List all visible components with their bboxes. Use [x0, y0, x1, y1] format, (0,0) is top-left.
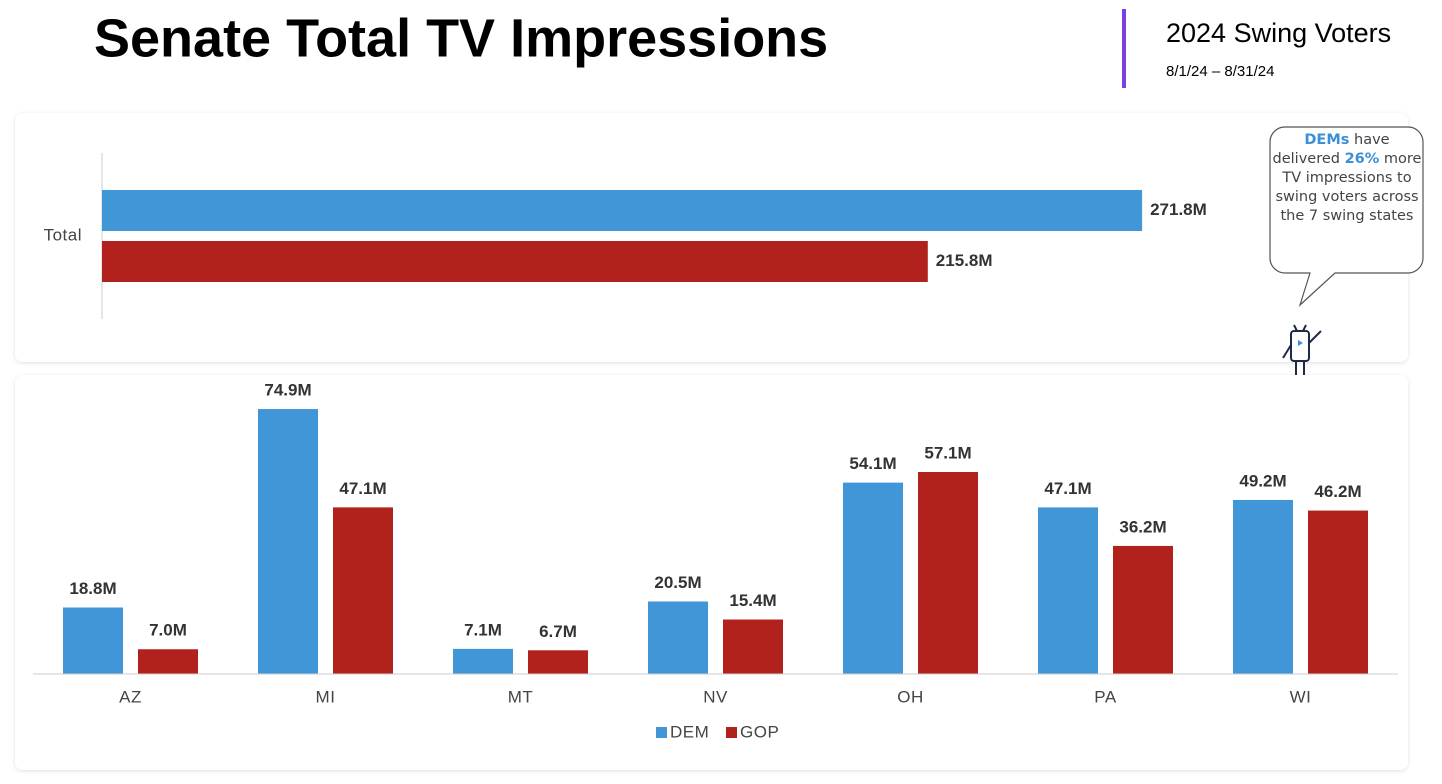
date-range: 8/1/24 – 8/31/24 [1166, 63, 1274, 80]
category-label: AZ [119, 687, 142, 706]
callout-highlight: DEMs [1304, 132, 1350, 148]
bar [453, 648, 513, 674]
category-label: PA [1094, 687, 1117, 706]
category-label: WI [1290, 687, 1312, 706]
phone-icon [1282, 324, 1322, 375]
bar [333, 507, 393, 674]
panel [15, 375, 1408, 770]
category-label: MI [316, 687, 336, 706]
bar [1038, 507, 1098, 674]
value-label: 47.1M [339, 479, 386, 498]
bar [138, 649, 198, 674]
bar [258, 409, 318, 674]
callout-text-part: have delivered [1272, 132, 1390, 167]
bar [843, 482, 903, 674]
legend-swatch [726, 727, 737, 738]
value-label: 7.0M [149, 621, 187, 640]
value-label: 20.5M [654, 573, 701, 592]
legend-swatch [656, 727, 667, 738]
callout-highlight: 26% [1344, 151, 1380, 167]
subtitle: 2024 Swing Voters [1166, 18, 1391, 48]
bar [723, 619, 783, 674]
speech-bubble [1269, 126, 1424, 307]
legend-label: GOP [740, 722, 779, 741]
value-label: 54.1M [849, 454, 896, 473]
bar [1113, 545, 1173, 674]
bar [63, 607, 123, 674]
legend-label: DEM [670, 722, 709, 741]
title: Senate Total TV Impressions [94, 8, 828, 68]
bar [528, 650, 588, 674]
value-label: 7.1M [464, 620, 502, 639]
value-label: 215.8M [936, 251, 993, 270]
panel [15, 113, 1408, 362]
value-label: 15.4M [729, 591, 776, 610]
value-label: 47.1M [1044, 479, 1091, 498]
bar [1233, 499, 1293, 674]
value-label: 57.1M [924, 443, 971, 462]
category-label: Total [44, 225, 82, 244]
bar [1308, 510, 1368, 674]
divider [1122, 9, 1126, 88]
value-label: 271.8M [1150, 200, 1207, 219]
callout-text-part: more TV impressions to swing voters acro… [1275, 151, 1422, 224]
bar [918, 472, 978, 674]
bar [648, 601, 708, 674]
category-label: MT [508, 687, 534, 706]
value-label: 6.7M [539, 622, 577, 641]
category-label: NV [703, 687, 728, 706]
callout-text: DEMs have delivered 26% more TV impressi… [1272, 131, 1422, 226]
bar [102, 241, 928, 282]
value-label: 49.2M [1239, 471, 1286, 490]
bar [102, 190, 1143, 231]
callout-box: DEMs have delivered 26% more TV impressi… [1272, 131, 1422, 226]
category-label: OH [897, 687, 924, 706]
value-label: 46.2M [1314, 482, 1361, 501]
value-label: 74.9M [264, 381, 311, 400]
value-label: 18.8M [69, 579, 116, 598]
value-label: 36.2M [1119, 517, 1166, 536]
